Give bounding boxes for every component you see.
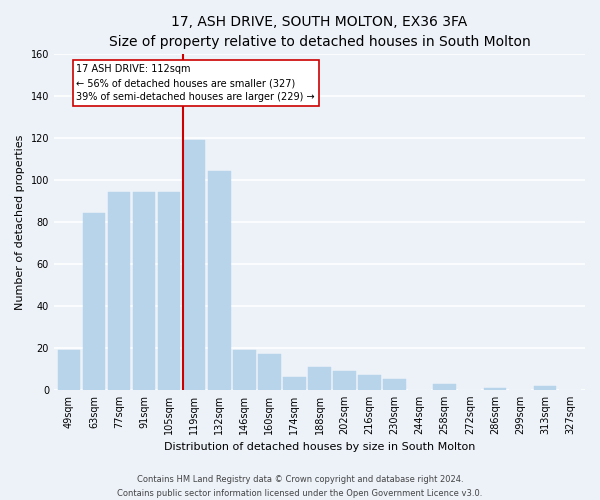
Text: Contains HM Land Registry data © Crown copyright and database right 2024.
Contai: Contains HM Land Registry data © Crown c… bbox=[118, 476, 482, 498]
Y-axis label: Number of detached properties: Number of detached properties bbox=[15, 134, 25, 310]
Bar bbox=[383, 380, 406, 390]
Bar bbox=[83, 214, 105, 390]
Bar bbox=[158, 192, 181, 390]
Bar bbox=[233, 350, 256, 390]
Bar bbox=[433, 384, 456, 390]
Bar bbox=[358, 375, 381, 390]
Bar bbox=[308, 366, 331, 390]
Bar bbox=[208, 172, 230, 390]
Bar bbox=[333, 371, 356, 390]
X-axis label: Distribution of detached houses by size in South Molton: Distribution of detached houses by size … bbox=[164, 442, 475, 452]
Title: 17, ASH DRIVE, SOUTH MOLTON, EX36 3FA
Size of property relative to detached hous: 17, ASH DRIVE, SOUTH MOLTON, EX36 3FA Si… bbox=[109, 15, 530, 48]
Bar bbox=[183, 140, 205, 390]
Bar bbox=[58, 350, 80, 390]
Text: 17 ASH DRIVE: 112sqm
← 56% of detached houses are smaller (327)
39% of semi-deta: 17 ASH DRIVE: 112sqm ← 56% of detached h… bbox=[76, 64, 315, 102]
Bar bbox=[133, 192, 155, 390]
Bar bbox=[258, 354, 281, 390]
Bar bbox=[533, 386, 556, 390]
Bar bbox=[283, 377, 305, 390]
Bar bbox=[108, 192, 130, 390]
Bar bbox=[484, 388, 506, 390]
